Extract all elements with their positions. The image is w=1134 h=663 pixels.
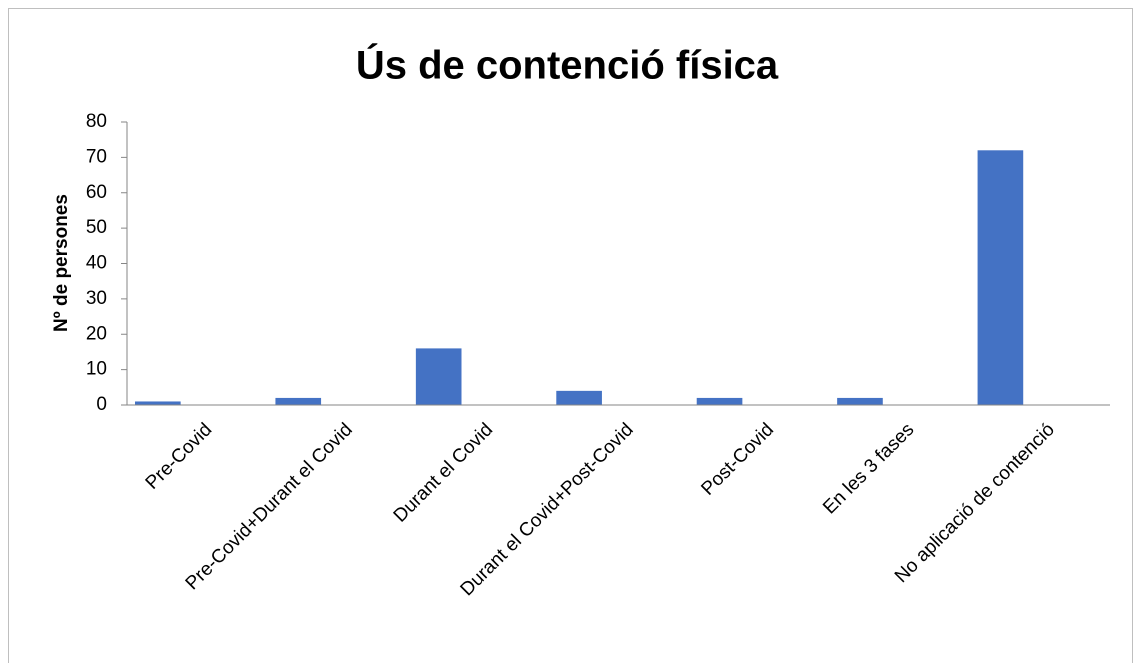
chart-title: Ús de contenció física bbox=[356, 42, 779, 88]
y-tick-label: 50 bbox=[86, 217, 107, 238]
chart-border bbox=[8, 8, 1133, 663]
y-tick-label: 0 bbox=[96, 394, 107, 415]
y-tick-label: 60 bbox=[86, 182, 107, 203]
y-axis-label: Nº de persones bbox=[51, 194, 72, 332]
bar bbox=[415, 348, 462, 405]
bar bbox=[977, 150, 1024, 405]
y-tick-label: 20 bbox=[86, 323, 107, 344]
bar bbox=[837, 397, 883, 405]
y-tick-label: 40 bbox=[86, 253, 107, 274]
y-tick-label: 10 bbox=[86, 359, 107, 380]
bar bbox=[696, 397, 743, 405]
bar bbox=[135, 401, 181, 405]
y-tick-label: 70 bbox=[86, 146, 107, 167]
bar bbox=[275, 397, 322, 405]
y-tick-label: 30 bbox=[86, 288, 107, 309]
y-tick-label: 80 bbox=[86, 111, 107, 132]
bar bbox=[556, 390, 602, 405]
